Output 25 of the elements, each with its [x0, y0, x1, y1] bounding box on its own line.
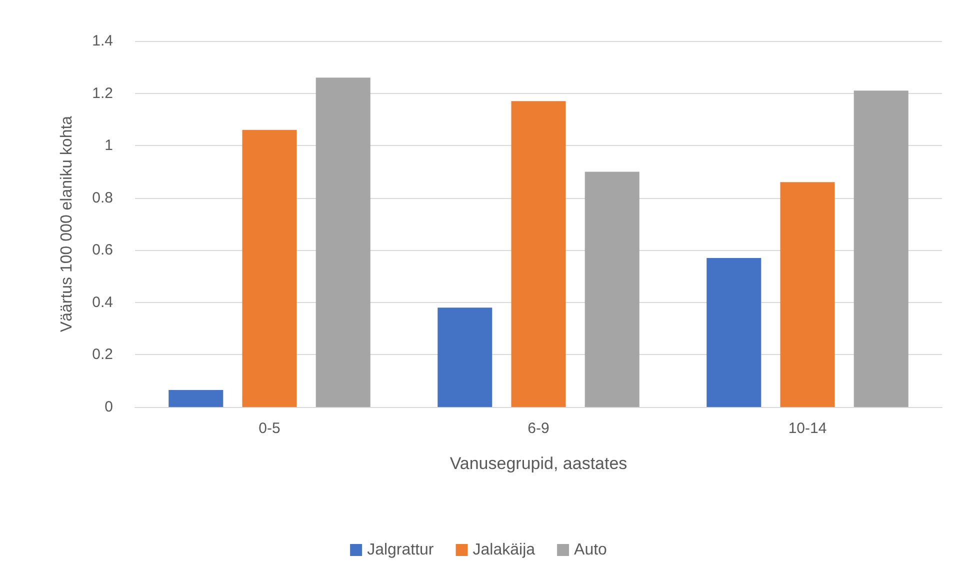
y-tick-label: 0.2: [92, 346, 113, 364]
x-axis-title: Vanusegrupid, aastates: [450, 454, 628, 473]
y-tick-label: 0: [104, 398, 113, 416]
y-tick-label: 0.8: [92, 189, 113, 206]
y-tick-label: 1.4: [92, 32, 113, 50]
y-tick-label: 0.6: [92, 242, 113, 259]
bar: [854, 90, 908, 407]
bar: [316, 78, 370, 407]
legend-label: Jalakäija: [472, 542, 536, 558]
bar: [780, 182, 835, 407]
y-axis-title: Väärtus 100 000 elaniku kohta: [58, 116, 76, 332]
y-tick-label: 1: [104, 137, 113, 154]
bar: [438, 308, 492, 407]
legend-label: Jalgrattur: [367, 542, 434, 558]
x-tick-label: 0-5: [258, 420, 280, 437]
x-tick-label: 10-14: [788, 420, 827, 437]
bar: [511, 101, 566, 407]
legend-label: Auto: [574, 542, 608, 558]
y-tick-label: 1.2: [92, 84, 113, 102]
y-tick-label: 0.4: [92, 294, 113, 311]
bar: [168, 390, 224, 407]
bar: [242, 130, 297, 407]
bar: [706, 258, 762, 407]
x-tick-label: 6-9: [528, 420, 550, 437]
bar: [584, 172, 640, 407]
